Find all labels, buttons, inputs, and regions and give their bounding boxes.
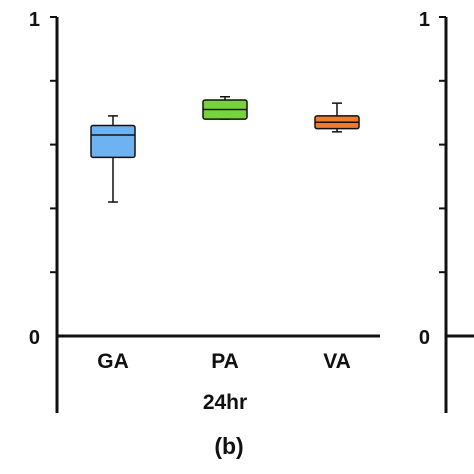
right-panel-y-tick-marks [439, 16, 446, 274]
y-tick-label-max: 1 [29, 9, 40, 31]
panel-label: (b) [214, 433, 243, 459]
right-panel-y-tick-label-min: 0 [419, 327, 430, 349]
y-tick-marks [50, 16, 57, 274]
y-tick-label-min: 0 [29, 327, 40, 349]
category-label-ga: GA [97, 350, 129, 373]
category-label-va: VA [323, 350, 351, 373]
group-label: 24hr [203, 391, 247, 414]
box-va [314, 102, 360, 133]
box-rect-ga [90, 124, 136, 159]
category-labels: GA PA VA [97, 350, 351, 373]
box-ga [90, 115, 136, 203]
box-pa [202, 96, 248, 120]
boxes-group [90, 96, 360, 203]
right-panel-y-tick-label-max: 1 [419, 9, 430, 31]
category-label-pa: PA [211, 350, 239, 373]
